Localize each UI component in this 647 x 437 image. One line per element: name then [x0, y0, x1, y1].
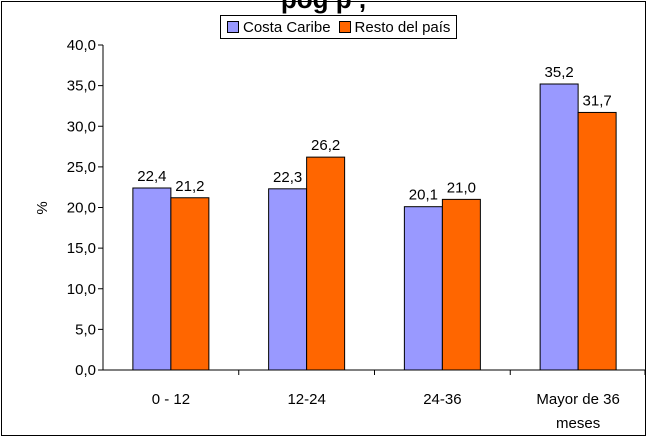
bar — [577, 111, 617, 371]
data-label: 35,2 — [545, 64, 574, 81]
legend-item-resto-del-pais: Resto del país — [338, 18, 451, 36]
bar — [170, 197, 210, 371]
y-tick-label: 30,0 — [67, 118, 96, 135]
y-tick-label: 0,0 — [75, 362, 96, 379]
y-axis-label: % — [34, 201, 51, 214]
data-label: 31,7 — [583, 92, 612, 109]
bar — [132, 187, 172, 371]
x-tick-label: 24-36 — [423, 391, 461, 408]
y-tick-label: 35,0 — [67, 78, 96, 95]
data-label: 21,2 — [175, 178, 204, 195]
x-tick-label: 0 - 12 — [152, 391, 190, 408]
data-label: 22,3 — [273, 169, 302, 186]
y-tick-label: 40,0 — [67, 37, 96, 54]
y-tick-label: 10,0 — [67, 281, 96, 298]
bar — [268, 188, 308, 371]
legend-label-resto-del-pais: Resto del país — [354, 18, 451, 36]
x-tick-label: meses — [556, 415, 600, 432]
y-tick-label: 5,0 — [75, 321, 96, 338]
y-tick-label: 25,0 — [67, 159, 96, 176]
legend-swatch-costa-caribe — [227, 21, 239, 33]
legend-item-costa-caribe: Costa Caribe — [227, 19, 331, 36]
x-tick-label: 12-24 — [287, 391, 325, 408]
data-label: 22,4 — [137, 168, 166, 185]
legend-swatch-resto-del-pais — [338, 21, 351, 33]
legend-label-costa-caribe: Costa Caribe — [243, 18, 331, 36]
bar — [539, 83, 579, 371]
bar — [403, 206, 443, 371]
data-label: 26,2 — [311, 137, 340, 154]
y-tick-label: 20,0 — [67, 200, 96, 217]
chart-title-partial: pog p , — [0, 0, 647, 15]
bar — [441, 198, 481, 371]
data-label: 20,1 — [409, 187, 438, 204]
bar — [306, 156, 346, 371]
legend: Costa Caribe Resto del país — [220, 15, 458, 39]
y-tick-label: 15,0 — [67, 240, 96, 257]
data-label: 21,0 — [447, 179, 476, 196]
x-tick-label: Mayor de 36 — [536, 391, 619, 408]
